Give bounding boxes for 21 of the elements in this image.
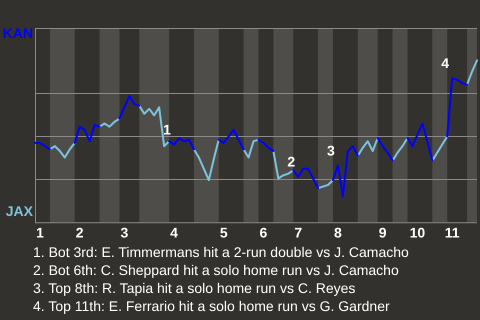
x-tick-label: 1 xyxy=(36,224,44,240)
annotation: 1 xyxy=(163,121,172,138)
x-tick-label: 2 xyxy=(76,224,84,240)
x-tick-label: 6 xyxy=(260,224,268,240)
x-tick-label: 10 xyxy=(410,224,426,240)
x-tick-label: 9 xyxy=(378,224,387,240)
x-tick-label: 4 xyxy=(170,224,178,240)
annotation: 2 xyxy=(287,154,296,170)
text: 1. Bot 3rd: E. Timmermans hit a 2-run double vs J. Camacho xyxy=(33,243,409,261)
x-tick-label: 5 xyxy=(220,224,228,240)
text: 2. Bot 6th: C. Sheppard hit a solo home run vs J. Camacho xyxy=(33,261,400,279)
text: JAX xyxy=(6,203,34,220)
text: 3. Top 8th: R. Tapia hit a solo home run vs C. Reyes xyxy=(33,279,356,297)
annotation: 4 xyxy=(441,55,450,72)
x-tick-label: 7 xyxy=(294,224,302,240)
x-tick-label: 8 xyxy=(334,224,342,240)
annotation: 3 xyxy=(327,142,336,158)
x-tick-label: 3 xyxy=(120,224,128,240)
text: KAN xyxy=(2,24,33,41)
text: 4. Top 11th: E. Ferrario hit a solo home run vs G. Gardner xyxy=(33,297,391,315)
x-tick-label: 11 xyxy=(444,224,460,240)
